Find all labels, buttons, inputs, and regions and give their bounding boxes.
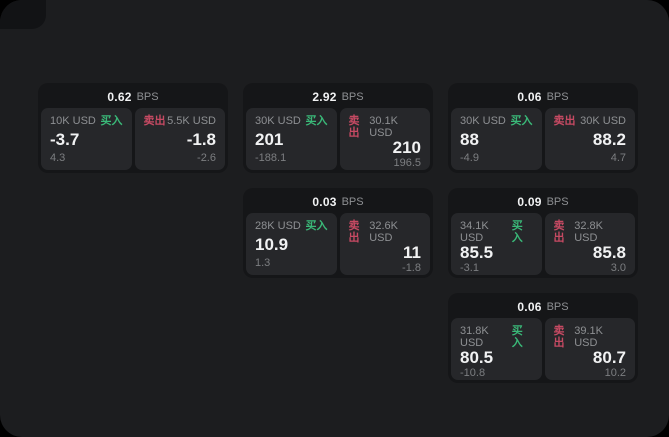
sell-size-label: 32.6K USD <box>369 220 398 244</box>
spread-header: 0.62 BPS <box>41 86 225 108</box>
quote-card: 0.03 BPS 28K USD 买入 10.9 1.3 卖出 32.6K US… <box>243 188 433 278</box>
buy-tag: 买入 <box>305 220 328 232</box>
sell-sub-value: 3.0 <box>610 262 626 274</box>
buy-price: 80.5 <box>460 348 494 367</box>
spread-unit: BPS <box>341 196 364 208</box>
sell-price: 11 <box>403 243 421 262</box>
sell-size-label: 5.5K USD <box>167 115 216 127</box>
quote-card: 0.09 BPS 34.1K USD 买入 85.5 -3.1 卖出 32.8K… <box>448 188 638 278</box>
sell-size-label: 32.8K USD <box>574 220 603 244</box>
quote-panels: 34.1K USD 买入 85.5 -3.1 卖出 32.8K USD 85.8… <box>451 213 635 275</box>
spread-unit: BPS <box>136 91 159 103</box>
spread-value: 0.06 <box>517 300 542 314</box>
sell-tag: 卖出 <box>348 220 360 244</box>
sell-price: -1.8 <box>186 129 216 149</box>
sell-tag: 卖出 <box>553 220 565 244</box>
buy-size-label: 30K USD <box>460 115 506 127</box>
quote-panels: 10K USD 买入 -3.7 4.3 卖出 5.5K USD -1.8 -2.… <box>41 108 225 170</box>
sell-price: 80.7 <box>592 348 626 367</box>
quote-card: 2.92 BPS 30K USD 买入 201 -188.1 卖出 30.1K … <box>243 83 433 173</box>
spread-value: 0.03 <box>312 195 337 209</box>
sell-tag: 卖出 <box>348 115 360 139</box>
sell-size-label: 30K USD <box>580 115 626 127</box>
buy-panel[interactable]: 31.8K USD 买入 80.5 -10.8 <box>451 318 542 380</box>
quote-card: 0.62 BPS 10K USD 买入 -3.7 4.3 卖出 5.5K USD… <box>38 83 228 173</box>
spread-unit: BPS <box>546 91 569 103</box>
spread-unit: BPS <box>341 91 364 103</box>
buy-panel[interactable]: 30K USD 买入 88 -4.9 <box>451 108 542 170</box>
spread-value: 2.92 <box>312 90 337 104</box>
buy-sub-value: -3.1 <box>460 262 479 274</box>
buy-panel[interactable]: 10K USD 买入 -3.7 4.3 <box>41 108 132 170</box>
buy-panel[interactable]: 30K USD 买入 201 -188.1 <box>246 108 337 170</box>
buy-tag: 买入 <box>510 115 533 127</box>
buy-panel[interactable]: 28K USD 买入 10.9 1.3 <box>246 213 337 275</box>
buy-size-label: 28K USD <box>255 220 301 232</box>
buy-tag: 买入 <box>305 115 328 127</box>
spread-unit: BPS <box>546 196 569 208</box>
sell-panel[interactable]: 卖出 5.5K USD -1.8 -2.6 <box>134 108 225 170</box>
spread-header: 0.03 BPS <box>246 191 430 213</box>
sell-panel[interactable]: 卖出 32.6K USD 11 -1.8 <box>339 213 430 275</box>
spread-header: 0.06 BPS <box>451 86 635 108</box>
buy-price: 201 <box>255 129 284 149</box>
sell-size-label: 39.1K USD <box>574 325 603 349</box>
sell-tag: 卖出 <box>553 115 576 127</box>
sell-panel[interactable]: 卖出 30K USD 88.2 4.7 <box>544 108 635 170</box>
sell-sub-value: -1.8 <box>402 262 421 274</box>
buy-sub-value: -10.8 <box>460 367 486 379</box>
quote-panels: 28K USD 买入 10.9 1.3 卖出 32.6K USD 11 -1.8 <box>246 213 430 275</box>
sell-panel[interactable]: 卖出 39.1K USD 80.7 10.2 <box>544 318 635 380</box>
sell-tag: 卖出 <box>143 115 166 127</box>
sell-panel[interactable]: 卖出 30.1K USD 210 196.5 <box>339 108 430 170</box>
buy-tag: 买入 <box>511 325 523 349</box>
sell-price: 88.2 <box>592 129 626 149</box>
spread-header: 2.92 BPS <box>246 86 430 108</box>
buy-sub-value: 1.3 <box>255 257 271 269</box>
buy-sub-value: -188.1 <box>255 152 287 164</box>
quote-panels: 30K USD 买入 88 -4.9 卖出 30K USD 88.2 4.7 <box>451 108 635 170</box>
buy-size-label: 10K USD <box>50 115 96 127</box>
sell-price: 85.8 <box>592 243 626 262</box>
buy-size-label: 31.8K USD <box>460 325 489 349</box>
quote-card: 0.06 BPS 30K USD 买入 88 -4.9 卖出 30K USD 8… <box>448 83 638 173</box>
buy-tag: 买入 <box>511 220 523 244</box>
sell-panel[interactable]: 卖出 32.8K USD 85.8 3.0 <box>544 213 635 275</box>
spread-value: 0.62 <box>107 90 132 104</box>
sell-tag: 卖出 <box>553 325 565 349</box>
buy-panel[interactable]: 34.1K USD 买入 85.5 -3.1 <box>451 213 542 275</box>
quote-panels: 31.8K USD 买入 80.5 -10.8 卖出 39.1K USD 80.… <box>451 318 635 380</box>
buy-price: 88 <box>460 129 479 149</box>
buy-price: 85.5 <box>460 243 494 262</box>
sell-sub-value: 196.5 <box>393 157 421 169</box>
sell-sub-value: 4.7 <box>610 152 626 164</box>
buy-price: -3.7 <box>50 129 80 149</box>
quote-card-grid: 0.62 BPS 10K USD 买入 -3.7 4.3 卖出 5.5K USD… <box>38 83 638 383</box>
sell-sub-value: -2.6 <box>197 152 216 164</box>
buy-price: 10.9 <box>255 234 289 254</box>
buy-tag: 买入 <box>100 115 123 127</box>
spread-value: 0.06 <box>517 90 542 104</box>
spread-value: 0.09 <box>517 195 542 209</box>
quote-card: 0.06 BPS 31.8K USD 买入 80.5 -10.8 卖出 39.1… <box>448 293 638 383</box>
corner-overlay <box>0 0 46 29</box>
buy-sub-value: -4.9 <box>460 152 479 164</box>
sell-sub-value: 10.2 <box>604 367 626 379</box>
quote-panels: 30K USD 买入 201 -188.1 卖出 30.1K USD 210 1… <box>246 108 430 170</box>
buy-size-label: 34.1K USD <box>460 220 489 244</box>
sell-price: 210 <box>392 138 421 157</box>
buy-sub-value: 4.3 <box>50 152 66 164</box>
buy-size-label: 30K USD <box>255 115 301 127</box>
spread-unit: BPS <box>546 301 569 313</box>
spread-header: 0.06 BPS <box>451 296 635 318</box>
spread-header: 0.09 BPS <box>451 191 635 213</box>
sell-size-label: 30.1K USD <box>369 115 398 139</box>
